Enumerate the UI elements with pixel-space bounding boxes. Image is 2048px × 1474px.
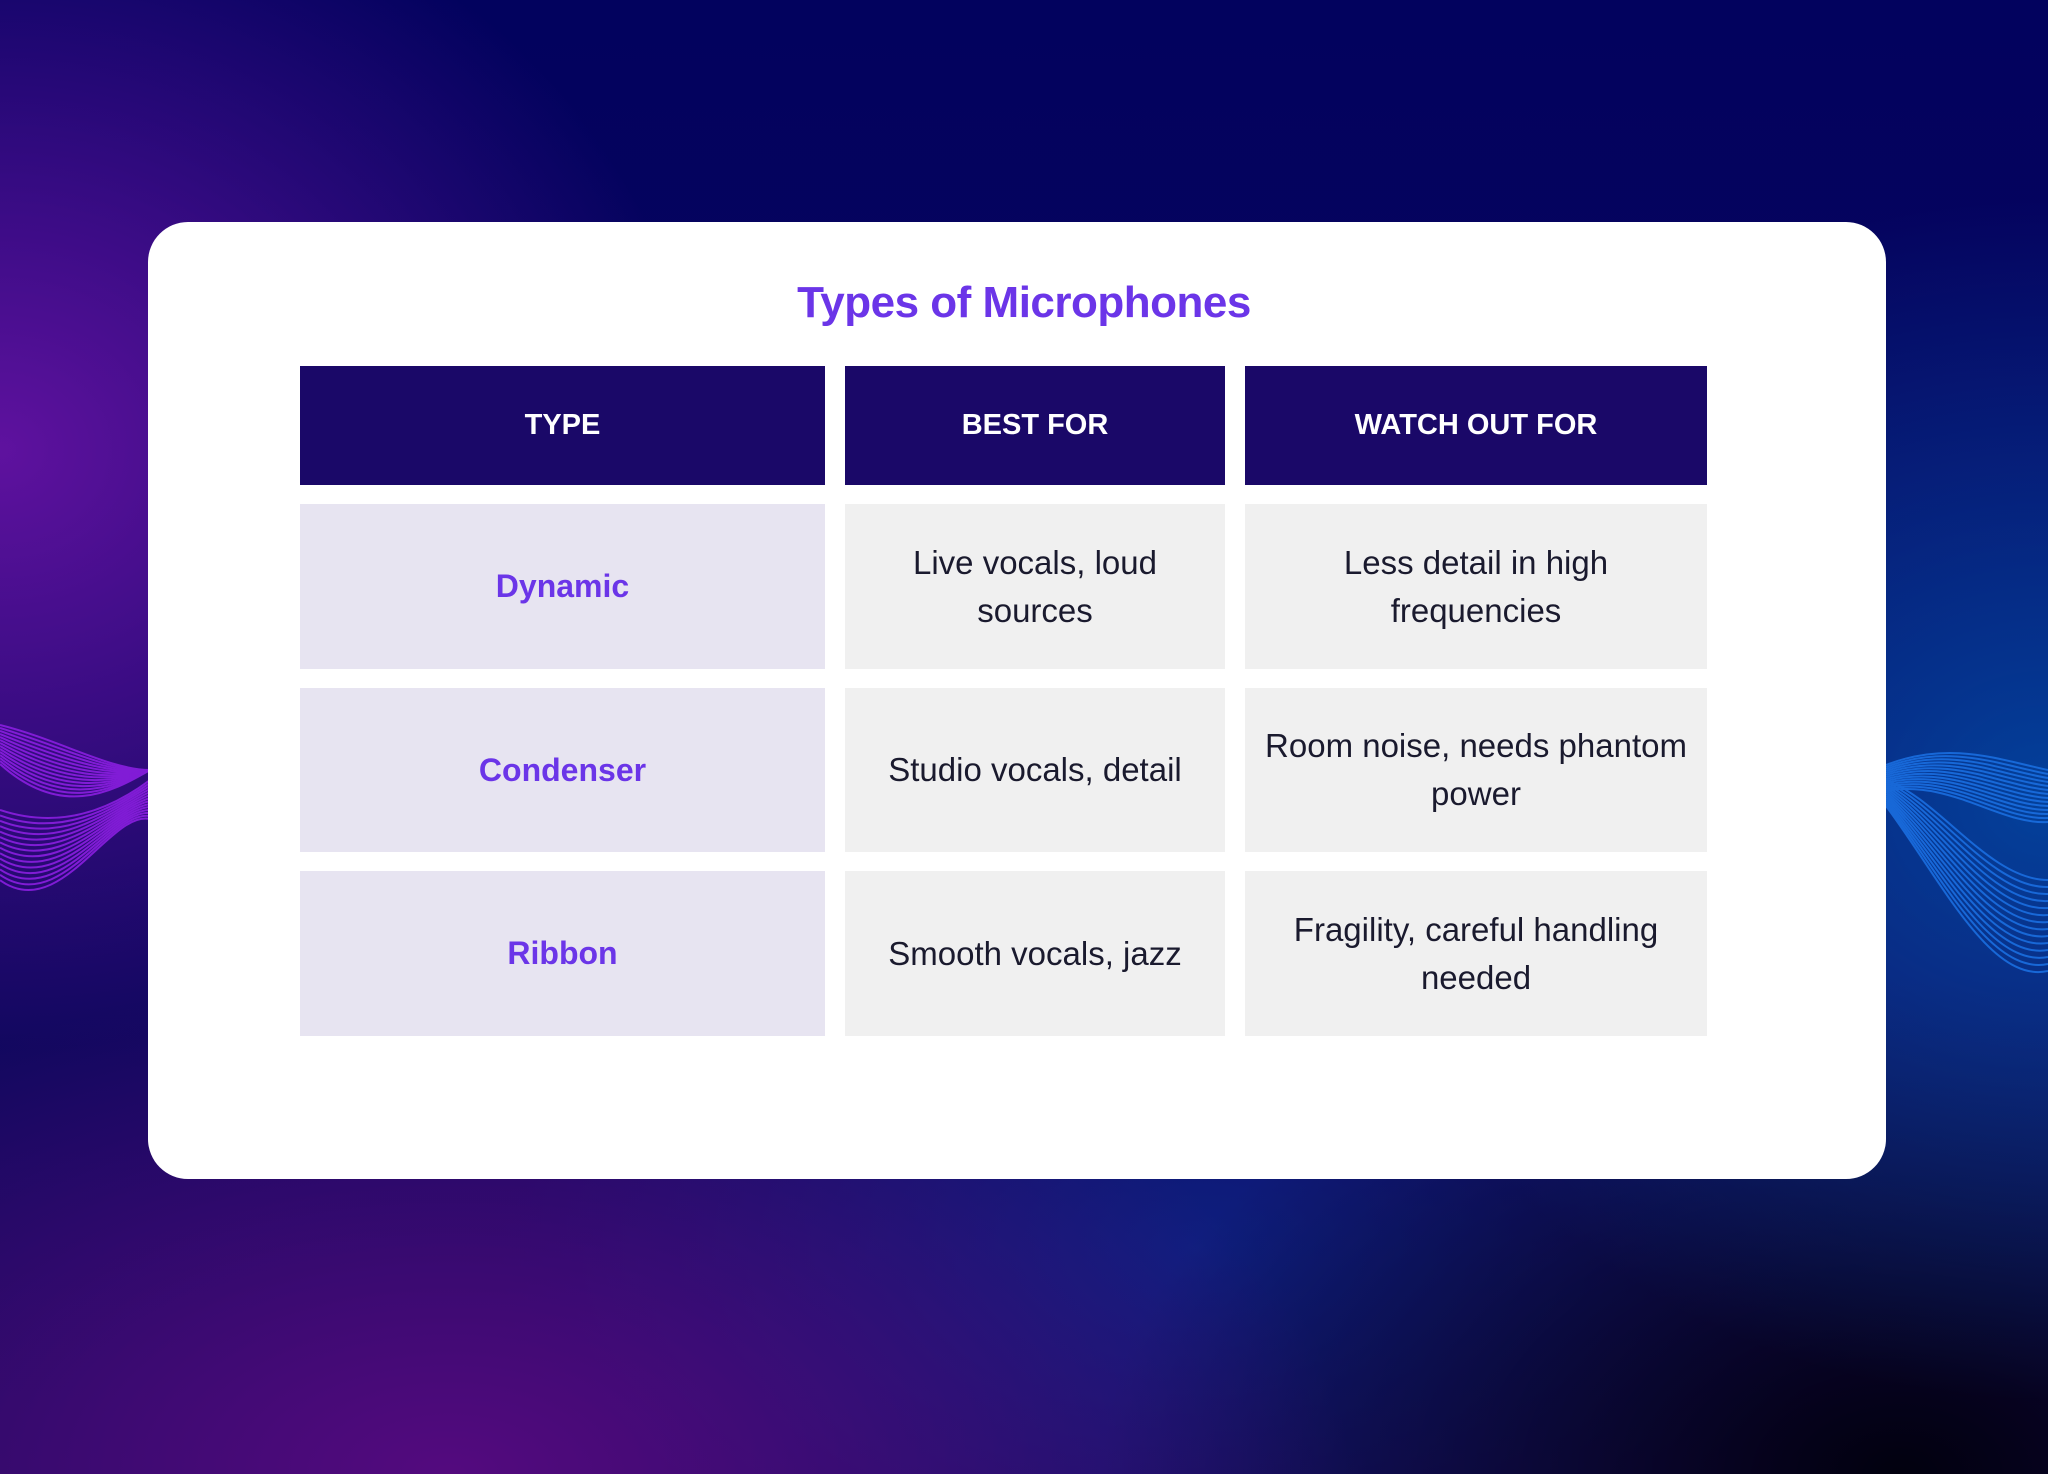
wave-line bbox=[1885, 751, 2048, 771]
wave-line bbox=[1885, 764, 2048, 787]
row-dynamic-best-for: Live vocals, loud sources bbox=[845, 504, 1225, 669]
wave-line bbox=[1885, 783, 2048, 816]
wave-line bbox=[0, 806, 151, 869]
wave-line bbox=[1885, 778, 2048, 807]
row-dynamic-watch-out-for: Less detail in high frequencies bbox=[1245, 504, 1707, 669]
wave-line bbox=[1885, 788, 2048, 824]
wave-line bbox=[0, 811, 151, 880]
wave-line bbox=[1885, 783, 2048, 896]
header-best-for: BEST FOR bbox=[845, 366, 1225, 485]
wave-line bbox=[0, 803, 151, 863]
wave-line bbox=[1885, 775, 2048, 803]
wave-line bbox=[1885, 785, 2048, 903]
page-title: Types of Microphones bbox=[797, 278, 1251, 327]
wave-line bbox=[1885, 780, 2048, 811]
wave-line bbox=[1885, 767, 2048, 791]
row-ribbon-type: Ribbon bbox=[300, 871, 825, 1036]
wave-line bbox=[0, 763, 151, 798]
wave-line bbox=[0, 791, 151, 841]
wave-line bbox=[1885, 785, 2048, 820]
row-ribbon-watch-out-for: Fragility, careful handling needed bbox=[1245, 871, 1707, 1036]
wave-line bbox=[1885, 772, 2048, 799]
row-condenser-best-for: Studio vocals, detail bbox=[845, 688, 1225, 852]
wave-line bbox=[1885, 770, 2048, 795]
wave-line bbox=[1885, 795, 2048, 938]
left-wave-lines bbox=[0, 724, 151, 891]
row-ribbon-best-for: Smooth vocals, jazz bbox=[845, 871, 1225, 1036]
wave-line bbox=[1885, 801, 2048, 959]
wave-line bbox=[1885, 758, 2048, 779]
wave-line bbox=[0, 814, 151, 886]
wave-line bbox=[1885, 797, 2048, 945]
wave-line bbox=[0, 800, 151, 858]
row-dynamic-type: Dynamic bbox=[300, 504, 825, 669]
wave-line bbox=[1885, 787, 2048, 910]
wave-line bbox=[0, 779, 151, 819]
wave-line bbox=[0, 794, 151, 847]
wave-line bbox=[0, 809, 151, 874]
header-watch-out-for: WATCH OUT FOR bbox=[1245, 366, 1707, 485]
wave-line bbox=[1885, 803, 2048, 966]
wave-line bbox=[0, 797, 151, 852]
wave-line bbox=[1885, 799, 2048, 952]
wave-line bbox=[0, 788, 151, 836]
wave-line bbox=[0, 817, 151, 891]
row-condenser-watch-out-for: Room noise, needs phantom power bbox=[1245, 688, 1707, 852]
wave-line bbox=[1885, 805, 2048, 974]
wave-line bbox=[1885, 789, 2048, 917]
wave-line bbox=[1885, 761, 2048, 783]
wave-line bbox=[1885, 755, 2048, 775]
wave-line bbox=[0, 785, 151, 830]
wave-line bbox=[1885, 781, 2048, 889]
wave-line bbox=[1885, 793, 2048, 931]
header-type: TYPE bbox=[300, 366, 825, 485]
row-condenser-type: Condenser bbox=[300, 688, 825, 852]
wave-line bbox=[1885, 791, 2048, 924]
wave-line bbox=[0, 782, 151, 825]
right-wave-lines bbox=[1885, 751, 2048, 974]
